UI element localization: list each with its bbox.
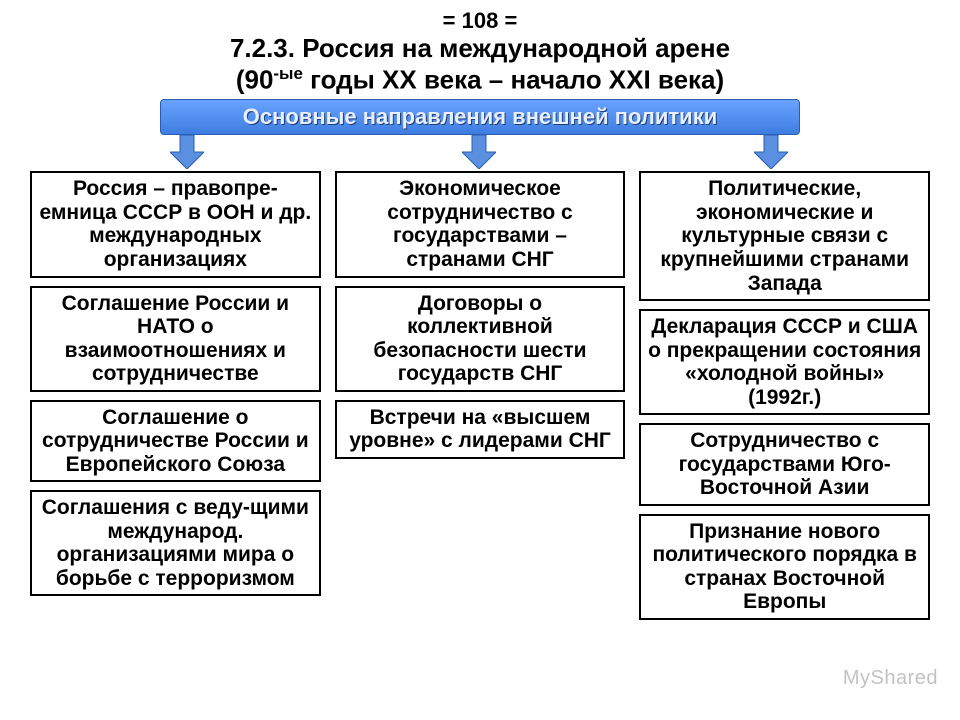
page-number: = 108 = xyxy=(30,8,930,34)
title-line-2-post: годы XX века – начало XXI века) xyxy=(303,65,724,95)
box-collective-security: Договоры о коллективной безопасности шес… xyxy=(335,286,626,392)
box-economic-cis: Экономическое сотрудничество с государст… xyxy=(335,171,626,277)
box-eastern-europe: Признание нового политического порядка в… xyxy=(639,514,930,620)
box-cis-summits: Встречи на «высшем уровне» с лидерами СН… xyxy=(335,400,626,459)
slide-title: 7.2.3. Россия на международной арене (90… xyxy=(30,34,930,95)
box-western-ties: Политические, экономические и культурные… xyxy=(639,171,930,301)
arrows-row xyxy=(30,135,930,171)
title-line-2-sup: -ые xyxy=(273,64,302,83)
columns: Россия – правопре-емница СССР в ООН и др… xyxy=(30,171,930,619)
arrow-down-icon xyxy=(754,135,788,169)
slide: = 108 = 7.2.3. Россия на международной а… xyxy=(0,0,960,720)
column-1: Россия – правопре-емница СССР в ООН и др… xyxy=(30,171,321,619)
title-line-2-pre: (90 xyxy=(236,65,274,95)
box-eu-agreement: Соглашение о сотрудничестве России и Евр… xyxy=(30,400,321,483)
column-2: Экономическое сотрудничество с государст… xyxy=(335,171,626,619)
banner-main-directions: Основные направления внешней политики xyxy=(160,99,800,135)
box-southeast-asia: Сотрудничество с государствами Юго-Восто… xyxy=(639,423,930,506)
column-3: Политические, экономические и культурные… xyxy=(639,171,930,619)
title-line-1: 7.2.3. Россия на международной арене xyxy=(230,33,730,63)
watermark: MyShared xyxy=(843,667,938,690)
box-cold-war-end: Декларация СССР и США о прекращении сост… xyxy=(639,309,930,415)
box-terrorism-agreements: Соглашения с веду-щими международ. орган… xyxy=(30,490,321,596)
arrow-down-icon xyxy=(170,135,204,169)
arrow-down-icon xyxy=(462,135,496,169)
box-nato-agreement: Соглашение России и НАТО о взаимоотношен… xyxy=(30,286,321,392)
box-russia-successor: Россия – правопре-емница СССР в ООН и др… xyxy=(30,171,321,277)
